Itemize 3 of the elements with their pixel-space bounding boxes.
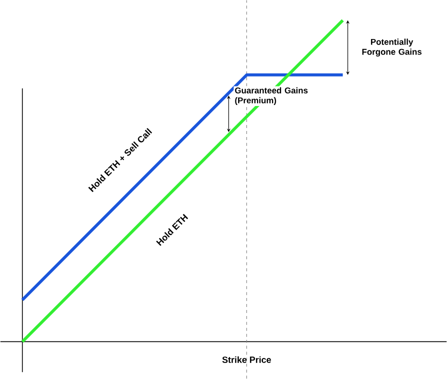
x-axis-title: Strike Price xyxy=(222,356,271,363)
text: Potentially Forgone Gains xyxy=(362,38,422,57)
annotation: Guaranteed Gains (Premium) xyxy=(235,87,308,106)
